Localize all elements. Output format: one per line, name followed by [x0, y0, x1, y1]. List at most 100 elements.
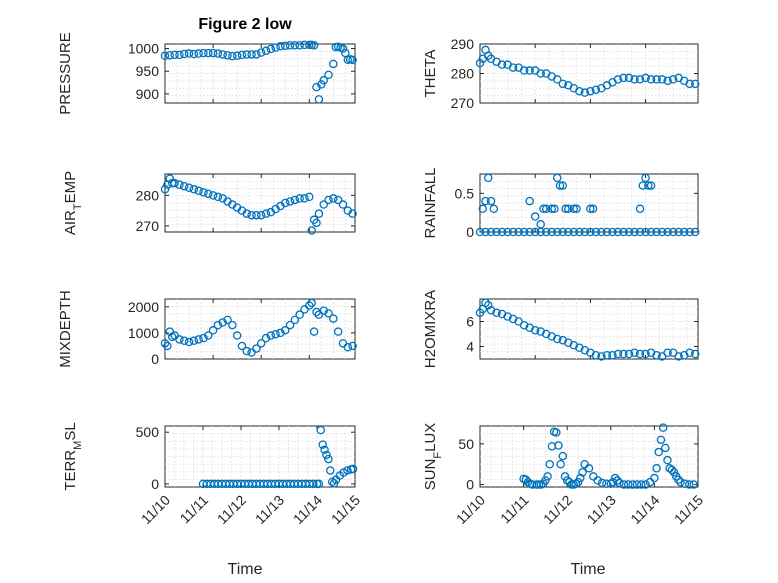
- data-point: [199, 188, 208, 197]
- data-point: [343, 343, 353, 352]
- data-point: [290, 41, 300, 50]
- x-tick-label: 11/10: [453, 492, 489, 528]
- y-tick-label: 270: [136, 218, 160, 234]
- y-tick-label: 1000: [128, 41, 159, 57]
- data-point: [266, 44, 276, 54]
- data-point: [553, 173, 562, 183]
- data-point: [569, 227, 579, 237]
- data-point: [307, 226, 316, 235]
- data-point: [508, 63, 518, 72]
- data-point: [175, 50, 184, 60]
- data-point: [558, 451, 568, 461]
- data-point: [572, 204, 581, 214]
- y-axis-label: H2OMIXRA: [422, 290, 439, 368]
- data-point: [281, 326, 290, 335]
- data-point: [689, 480, 698, 489]
- data-point: [663, 348, 672, 357]
- data-point: [281, 41, 290, 51]
- data-point: [285, 320, 295, 330]
- data-point: [285, 41, 295, 50]
- data-point: [564, 204, 573, 214]
- subplot-air_temp: 270 280 AIRTEMP: [62, 171, 357, 235]
- data-point: [674, 352, 683, 361]
- data-point: [652, 464, 661, 473]
- data-point: [160, 51, 170, 61]
- data-point: [690, 227, 700, 237]
- data-point: [547, 227, 556, 237]
- data-point: [641, 480, 650, 489]
- data-point: [324, 70, 333, 80]
- data-point: [556, 459, 565, 469]
- data-point: [690, 79, 700, 89]
- data-point: [189, 336, 199, 345]
- data-point: [175, 335, 184, 344]
- data-point: [489, 204, 499, 214]
- x-tick-label: 11/11: [497, 492, 532, 527]
- data-point: [641, 73, 650, 83]
- data-point: [555, 181, 565, 190]
- data-point: [492, 308, 501, 317]
- data-point: [478, 204, 488, 214]
- data-point: [194, 49, 203, 58]
- data-point: [547, 204, 556, 214]
- data-point: [305, 40, 314, 50]
- data-point: [199, 333, 208, 343]
- data-point: [613, 227, 623, 237]
- data-point: [558, 79, 568, 89]
- data-point: [591, 350, 601, 360]
- data-point: [271, 329, 280, 339]
- data-point: [652, 75, 661, 84]
- data-point: [314, 209, 324, 218]
- data-point: [163, 341, 172, 351]
- data-point: [199, 48, 208, 58]
- data-point: [550, 204, 559, 214]
- data-point: [575, 227, 584, 237]
- y-axis-label: THETA: [422, 49, 439, 97]
- data-point: [552, 428, 561, 437]
- data-point: [545, 459, 555, 469]
- data-point: [591, 227, 601, 237]
- data-point: [266, 331, 276, 340]
- data-point: [348, 55, 357, 65]
- data-point: [630, 348, 639, 357]
- data-point: [584, 464, 594, 473]
- y-tick-label: 1000: [128, 325, 159, 341]
- data-point: [204, 331, 213, 340]
- data-point: [573, 477, 583, 487]
- data-point: [576, 473, 585, 483]
- data-point: [179, 181, 189, 191]
- data-point: [608, 227, 617, 237]
- data-point: [295, 310, 304, 319]
- x-tick-label: 11/13: [584, 492, 620, 528]
- data-point: [597, 478, 607, 488]
- data-point: [319, 76, 328, 85]
- data-point: [314, 479, 324, 489]
- data-point: [165, 174, 175, 183]
- data-point: [348, 341, 357, 351]
- data-point: [646, 227, 656, 237]
- data-point: [312, 218, 321, 228]
- data-point: [536, 69, 545, 78]
- y-tick-label: 290: [451, 36, 475, 52]
- data-point: [261, 209, 271, 218]
- data-point: [290, 195, 300, 205]
- data-point: [318, 440, 327, 449]
- data-point: [475, 227, 485, 237]
- data-point: [528, 480, 537, 489]
- data-point: [308, 479, 318, 489]
- data-point: [543, 472, 552, 481]
- data-point: [523, 477, 533, 487]
- x-tick-label: 11/12: [540, 492, 576, 528]
- data-point: [276, 328, 285, 338]
- data-point: [326, 466, 335, 475]
- subplot-sun_flux: 0 50 11/10 11/11 11/12 11/13 11/14 11/15 SUNFLUX: [422, 423, 706, 527]
- data-point: [690, 349, 700, 359]
- data-point: [663, 76, 672, 86]
- data-point: [319, 306, 328, 315]
- x-tick-label: 11/14: [290, 492, 326, 528]
- data-point: [575, 86, 584, 96]
- data-point: [608, 350, 617, 360]
- y-tick-label: 280: [451, 66, 475, 82]
- data-point: [204, 48, 213, 58]
- data-point: [613, 349, 623, 359]
